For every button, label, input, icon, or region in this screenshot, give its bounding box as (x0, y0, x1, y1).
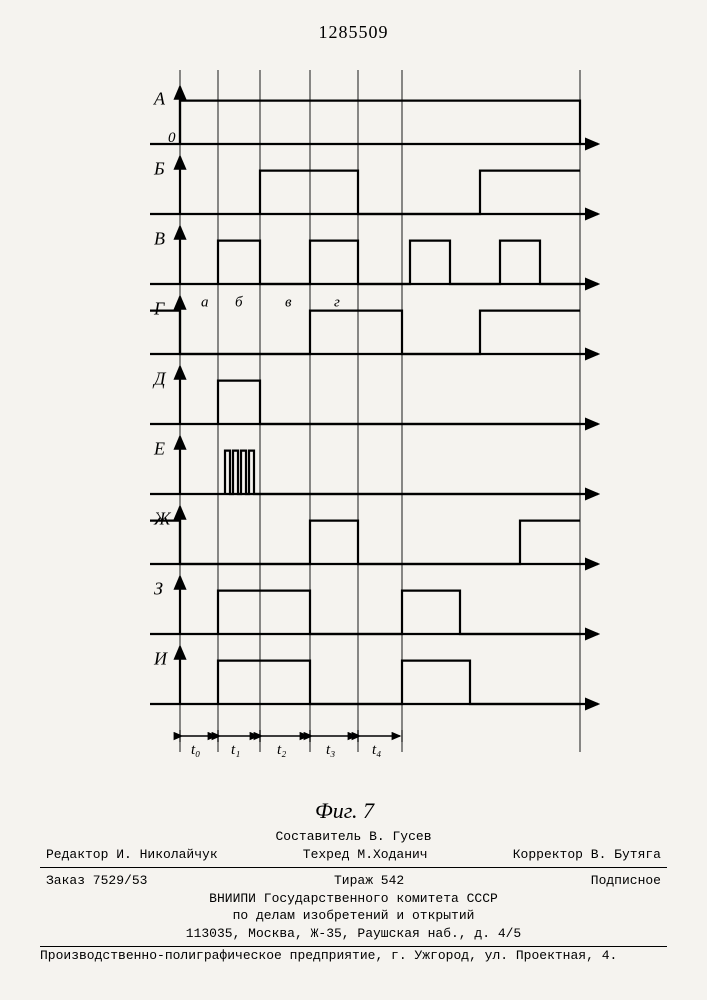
tech: Техред М.Ходанич (303, 846, 428, 864)
svg-text:а: а (201, 295, 209, 311)
printed-by: Производственно-полиграфическое предприя… (40, 948, 667, 963)
order: Заказ 7529/53 (46, 872, 147, 890)
svg-text:З: З (154, 579, 163, 599)
svg-text:0: 0 (168, 130, 176, 146)
svg-text:t₄: t₄ (372, 742, 381, 758)
org2: по делам изобретений и открытий (40, 907, 667, 925)
footer-row-1: Редактор И. Николайчук Техред М.Ходанич … (40, 846, 667, 864)
svg-text:Е: Е (153, 439, 165, 459)
svg-text:t₁: t₁ (231, 742, 240, 758)
svg-text:t₂: t₂ (277, 742, 286, 758)
svg-text:В: В (154, 229, 165, 249)
svg-text:в: в (285, 295, 292, 311)
svg-text:И: И (153, 649, 168, 669)
figure-label: Фиг. 7 (315, 798, 374, 824)
page: 1285509 Аt0БtВtГtДtЕtЖtЗtИtабвгt₀t₁t₂t₃t… (0, 0, 707, 1000)
svg-text:Д: Д (152, 369, 167, 389)
svg-text:t₃: t₃ (326, 742, 335, 758)
org1: ВНИИПИ Государственного комитета СССР (40, 890, 667, 908)
svg-text:Ж: Ж (153, 509, 172, 529)
doc-number: 1285509 (319, 22, 389, 43)
svg-text:г: г (334, 295, 340, 311)
tirazh: Тираж 542 (334, 872, 404, 890)
divider-1 (40, 867, 667, 868)
subscription: Подписное (591, 872, 661, 890)
timing-diagram: Аt0БtВtГtДtЕtЖtЗtИtабвгt₀t₁t₂t₃t₄ (130, 60, 600, 800)
address: 113035, Москва, Ж-35, Раушская наб., д. … (40, 925, 667, 943)
svg-text:t₀: t₀ (191, 742, 200, 758)
svg-text:б: б (235, 295, 243, 311)
corrector: Корректор В. Бутяга (513, 846, 661, 864)
svg-text:А: А (153, 89, 166, 109)
editor: Редактор И. Николайчук (46, 846, 218, 864)
compiler: Составитель В. Гусев (40, 828, 667, 846)
footer-row-2: Заказ 7529/53 Тираж 542 Подписное (40, 872, 667, 890)
svg-text:Б: Б (153, 159, 165, 179)
svg-text:Г: Г (153, 299, 165, 319)
footer-block: Составитель В. Гусев Редактор И. Николай… (40, 828, 667, 951)
